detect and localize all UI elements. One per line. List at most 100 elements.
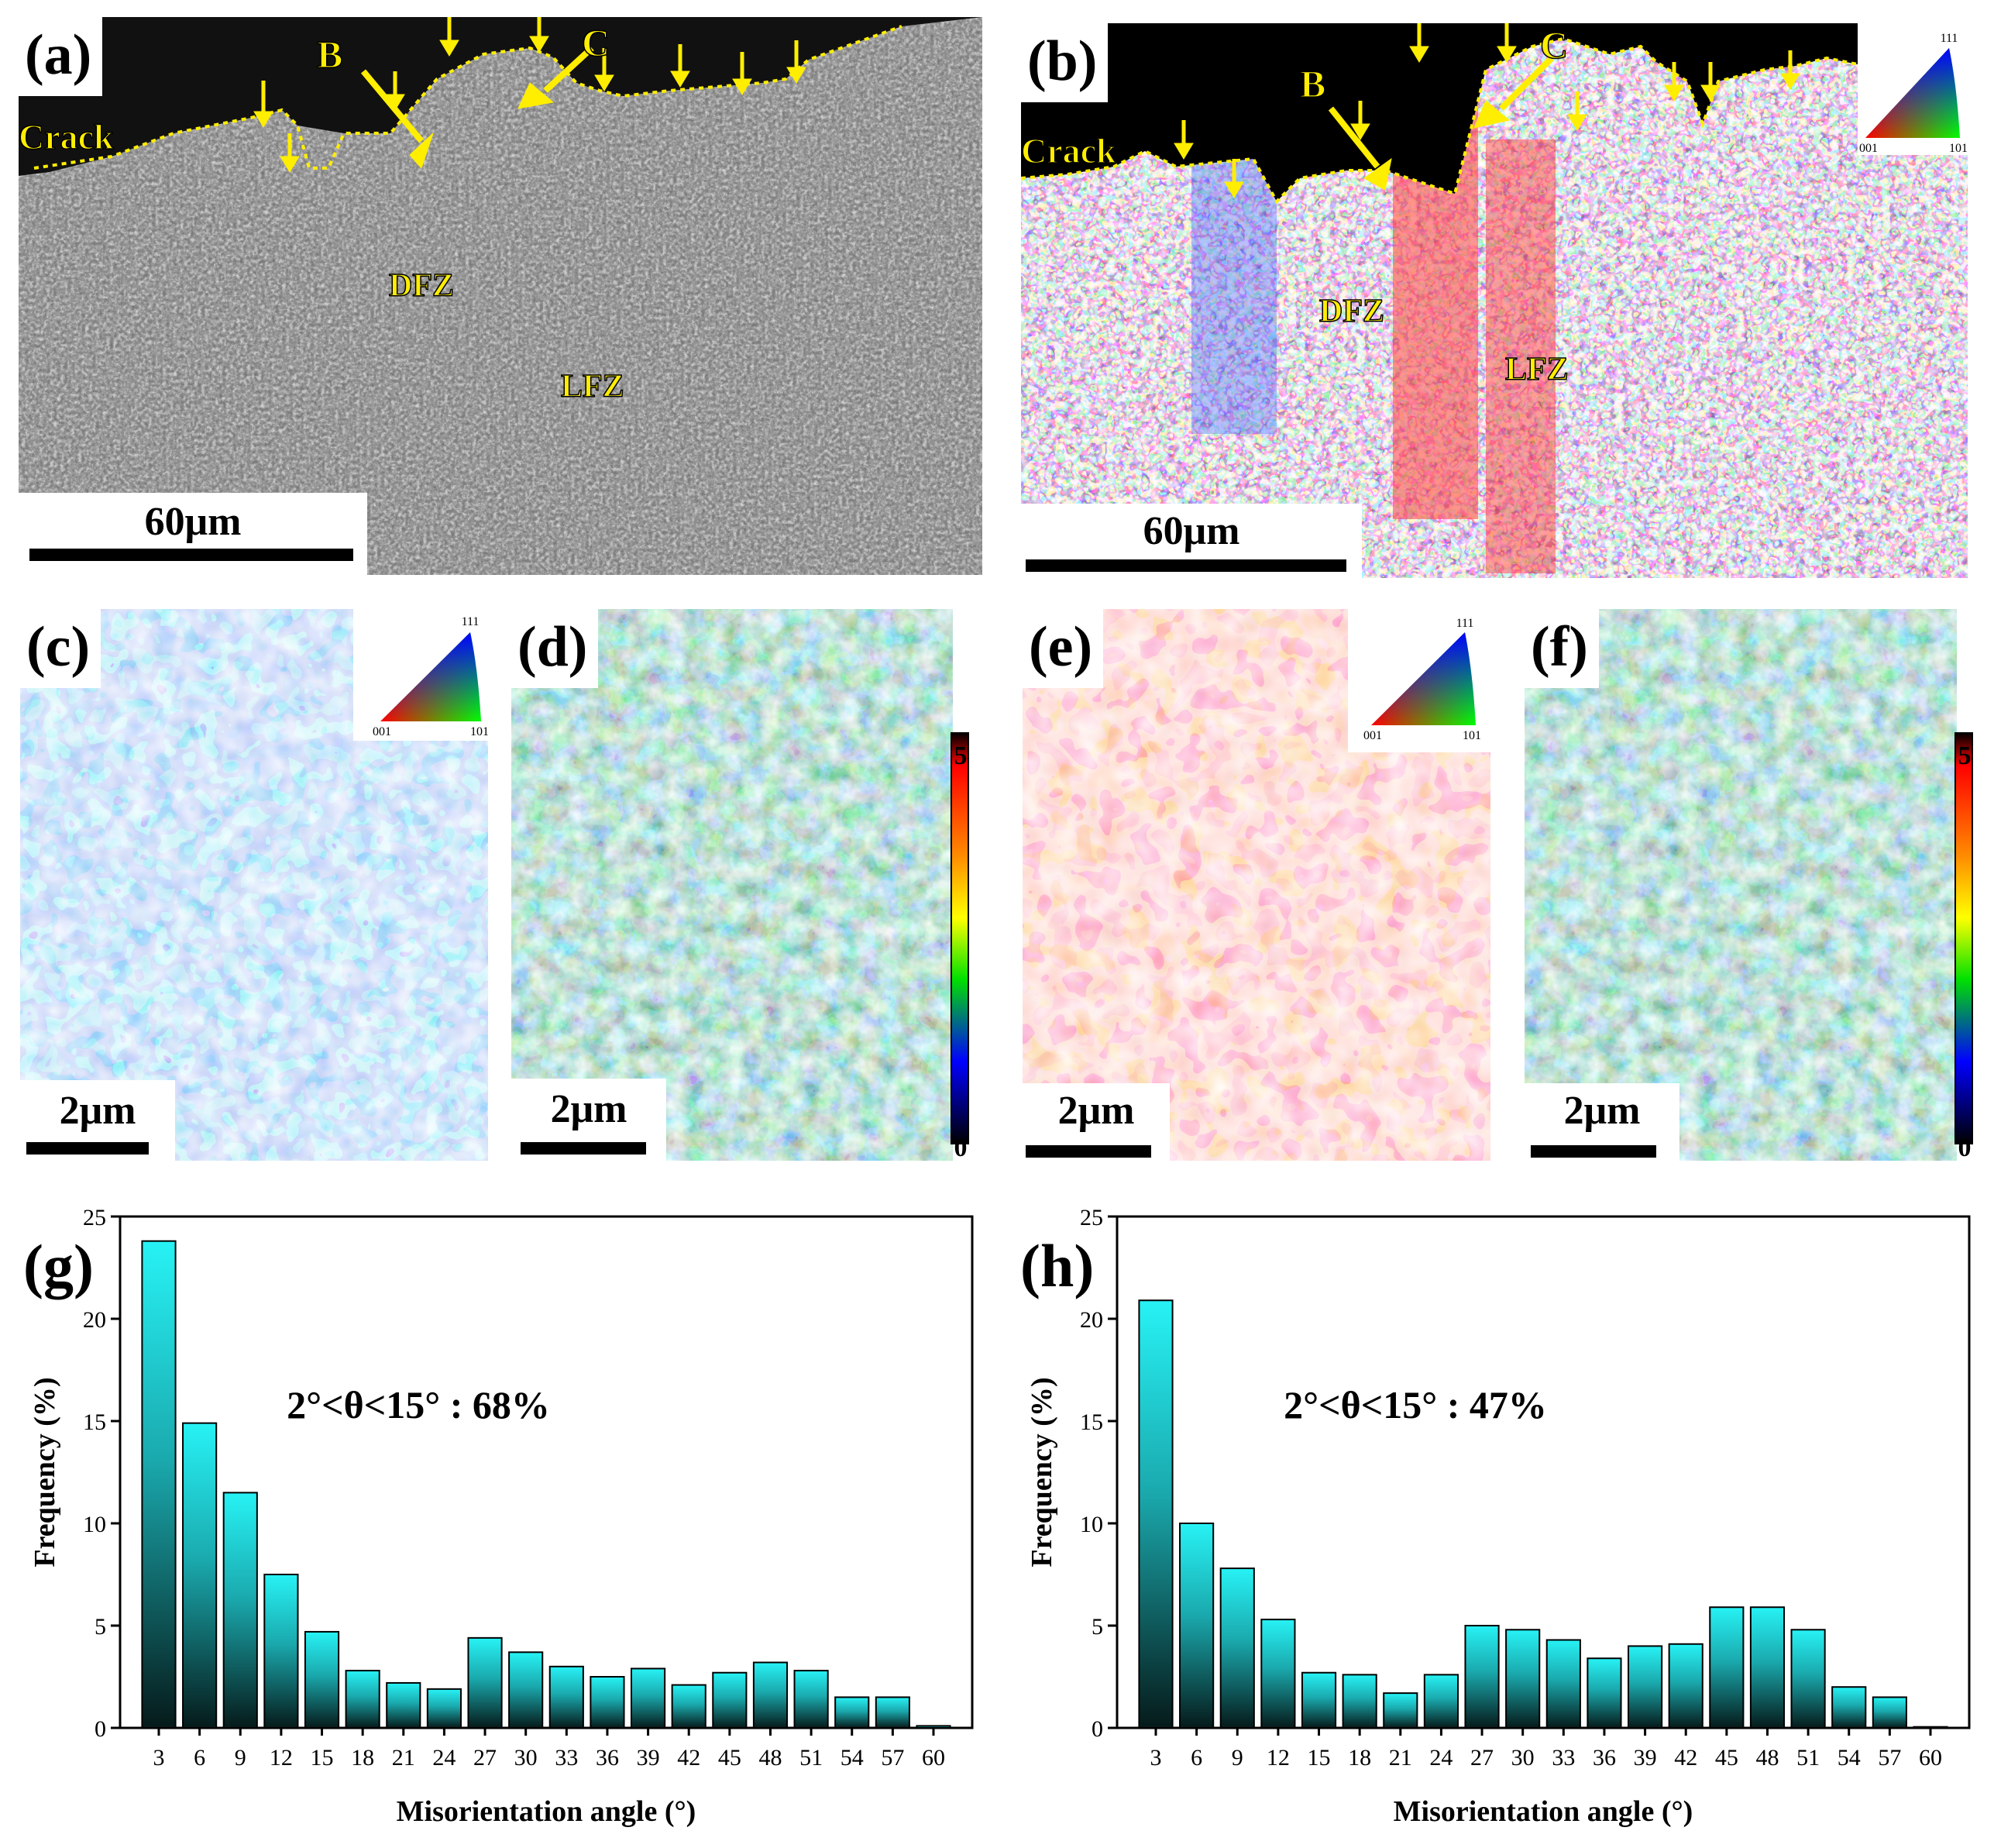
y-tick-label: 0 bbox=[1092, 1716, 1103, 1742]
x-tick-label: 51 bbox=[799, 1745, 823, 1771]
ipf-map-texture: 111 001 101 bbox=[20, 609, 488, 1161]
histogram-bar bbox=[141, 1240, 177, 1729]
y-tick-label: 20 bbox=[1080, 1307, 1103, 1333]
x-tick-label: 15 bbox=[1308, 1745, 1331, 1771]
ipf-color-key: 111 001 101 bbox=[373, 615, 488, 738]
panel-b-ebsd-ipf-map: B C Crack DFZ LFZ 111 001 101 (b) 60μm bbox=[1021, 23, 1968, 578]
label-b: B bbox=[317, 33, 342, 76]
x-tick-label: 51 bbox=[1796, 1745, 1820, 1771]
histogram-bar bbox=[793, 1670, 829, 1729]
colorbar-min: 0 bbox=[954, 1134, 968, 1161]
ipf-color-key: 111 001 101 bbox=[1363, 617, 1481, 742]
scale-bar: 2μm bbox=[511, 1079, 666, 1161]
histogram-bar bbox=[1219, 1568, 1255, 1729]
x-tick-label: 42 bbox=[677, 1745, 700, 1771]
histogram-bar bbox=[712, 1671, 748, 1729]
scale-bar: 2μm bbox=[20, 1080, 175, 1161]
x-tick-label: 6 bbox=[194, 1745, 205, 1771]
histogram-bar bbox=[1342, 1674, 1377, 1729]
scale-bar-label: 60μm bbox=[144, 500, 242, 544]
x-tick-label: 39 bbox=[637, 1745, 660, 1771]
x-axis-label: Misorientation angle (°) bbox=[397, 1795, 696, 1828]
x-tick-label: 21 bbox=[392, 1745, 415, 1771]
histogram-bar bbox=[304, 1630, 340, 1729]
x-tick-label: 12 bbox=[1267, 1745, 1290, 1771]
histogram-bar bbox=[1260, 1619, 1296, 1729]
histogram-bar bbox=[1668, 1643, 1703, 1729]
histogram-bar bbox=[1709, 1606, 1745, 1729]
scale-bar-line bbox=[29, 549, 353, 561]
ipf-key-001: 001 bbox=[1859, 142, 1878, 155]
scale-bar-line bbox=[1531, 1145, 1656, 1158]
x-tick-label: 48 bbox=[758, 1745, 782, 1771]
x-tick-label: 57 bbox=[1878, 1745, 1901, 1771]
histogram-bar bbox=[1587, 1657, 1622, 1729]
histogram-bar bbox=[548, 1665, 584, 1729]
ipf-map-texture: B C Crack DFZ LFZ 111 001 101 bbox=[1021, 23, 1968, 578]
histogram-bar bbox=[671, 1684, 706, 1729]
scale-bar: 2μm bbox=[1023, 1083, 1170, 1161]
histogram-bar bbox=[508, 1651, 544, 1729]
x-tick-label: 15 bbox=[311, 1745, 334, 1771]
x-tick-label: 54 bbox=[841, 1745, 864, 1771]
y-tick-label: 15 bbox=[1080, 1409, 1103, 1435]
ipf-key-111: 111 bbox=[462, 615, 480, 628]
ipf-key-001: 001 bbox=[373, 725, 391, 738]
scale-bar-label: 2μm bbox=[1057, 1089, 1135, 1133]
scale-bar: 60μm bbox=[19, 493, 367, 575]
histogram-bar bbox=[1423, 1674, 1459, 1729]
x-tick-label: 18 bbox=[351, 1745, 374, 1771]
low-angle-fraction-annotation: 2°<θ<15° : 68% bbox=[287, 1383, 550, 1426]
scale-bar: 2μm bbox=[1525, 1083, 1679, 1161]
ipf-key-101: 101 bbox=[1463, 729, 1481, 742]
histogram-bar bbox=[1545, 1639, 1581, 1729]
panel-c-ebsd-ipf-dfz: 111 001 101 (c) 2μm bbox=[20, 609, 488, 1161]
histogram-bar bbox=[590, 1676, 625, 1729]
x-tick-label: 54 bbox=[1838, 1745, 1861, 1771]
histogram-bar bbox=[1831, 1686, 1867, 1729]
x-tick-label: 36 bbox=[1593, 1745, 1616, 1771]
histogram-bar bbox=[222, 1492, 258, 1729]
histogram-bar bbox=[1872, 1696, 1907, 1729]
panel-label: (h) bbox=[1020, 1232, 1094, 1299]
x-tick-label: 45 bbox=[718, 1745, 741, 1771]
y-tick-label: 15 bbox=[83, 1409, 106, 1435]
panel-f-kam-map-lfz: 5 0 (f) 2μm bbox=[1525, 609, 1983, 1161]
ipf-key-111: 111 bbox=[1941, 32, 1958, 45]
x-axis-label: Misorientation angle (°) bbox=[1394, 1795, 1693, 1828]
scale-bar-line bbox=[1026, 1145, 1151, 1158]
ipf-key-001: 001 bbox=[1363, 729, 1382, 742]
x-tick-label: 3 bbox=[1150, 1745, 1162, 1771]
y-tick-label: 25 bbox=[1080, 1209, 1103, 1230]
y-axis-label: Frequency (%) bbox=[1026, 1377, 1058, 1567]
x-tick-label: 6 bbox=[1191, 1745, 1202, 1771]
x-tick-label: 33 bbox=[1552, 1745, 1575, 1771]
panel-label: (b) bbox=[1021, 23, 1109, 102]
histogram-bar bbox=[345, 1670, 380, 1729]
x-tick-label: 27 bbox=[1470, 1745, 1494, 1771]
histogram-bar bbox=[1179, 1523, 1215, 1729]
scale-bar-label: 60μm bbox=[1143, 509, 1240, 553]
label-lfz: LFZ bbox=[561, 369, 624, 404]
kam-map-texture: 5 0 bbox=[511, 609, 979, 1161]
ipf-color-key: 111 001 101 bbox=[1858, 23, 1968, 155]
x-tick-label: 36 bbox=[596, 1745, 619, 1771]
panel-a-optical-micrograph: B C Crack DFZ LFZ (a) 60μm bbox=[19, 17, 982, 575]
histogram-bar bbox=[386, 1681, 421, 1729]
histogram-bar bbox=[916, 1725, 951, 1729]
y-tick-label: 20 bbox=[83, 1307, 106, 1333]
histogram-bar bbox=[1464, 1625, 1500, 1729]
histogram-bar bbox=[1913, 1726, 1948, 1729]
label-dfz: DFZ bbox=[389, 268, 454, 304]
y-tick-label: 10 bbox=[83, 1512, 106, 1537]
colorbar-max: 5 bbox=[1958, 742, 1972, 770]
crack-outline bbox=[33, 25, 902, 170]
ipf-key-111: 111 bbox=[1456, 617, 1474, 630]
ipf-key-101: 101 bbox=[1949, 142, 1968, 155]
plot-frame bbox=[119, 1215, 974, 1729]
crack-arrows bbox=[1174, 23, 1800, 198]
scale-bar-label: 2μm bbox=[1563, 1089, 1641, 1133]
x-tick-label: 42 bbox=[1674, 1745, 1697, 1771]
